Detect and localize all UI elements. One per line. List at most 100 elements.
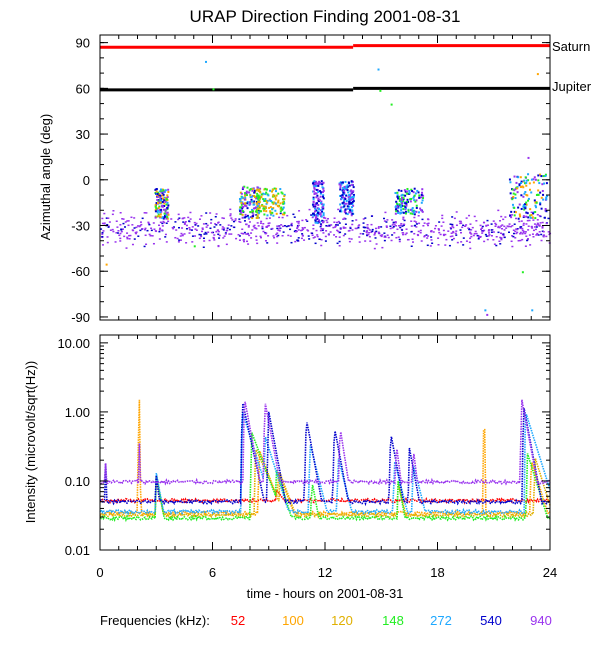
burst-point — [350, 189, 353, 192]
azimuth-point — [101, 244, 104, 246]
burst-point — [246, 214, 249, 217]
azimuth-point — [404, 233, 407, 236]
azimuth-point — [318, 238, 321, 240]
azimuth-point — [251, 229, 254, 231]
outlier-point — [484, 309, 487, 312]
azimuth-point — [200, 235, 203, 238]
burst-point — [409, 198, 412, 201]
burst-point — [346, 189, 349, 192]
burst-point — [412, 191, 415, 194]
azimuth-point — [230, 225, 233, 227]
azimuth-point — [155, 230, 158, 233]
bottom-panel-frame — [99, 334, 551, 551]
burst-point — [405, 190, 408, 193]
burst-point — [246, 207, 249, 210]
azimuth-point — [490, 223, 493, 225]
azimuth-point — [245, 215, 248, 218]
azimuth-point — [487, 232, 490, 234]
burst-point — [275, 187, 278, 190]
burst-point — [253, 200, 256, 203]
burst-point — [511, 198, 514, 201]
burst-point — [244, 192, 247, 195]
azimuth-point — [508, 231, 511, 234]
azimuth-point — [215, 230, 218, 233]
azimuth-point — [144, 227, 147, 230]
burst-point — [340, 206, 343, 209]
azimuth-point — [502, 234, 505, 237]
burst-point — [513, 214, 516, 217]
azimuth-point — [278, 230, 281, 232]
azimuth-point — [217, 229, 220, 231]
azimuth-point — [493, 243, 496, 245]
burst-point — [407, 200, 410, 203]
azimuth-point — [161, 225, 164, 227]
azimuth-point — [335, 224, 338, 226]
azimuth-point — [106, 223, 109, 226]
burst-point — [166, 211, 169, 214]
series-100-khz — [99, 399, 551, 518]
burst-point — [322, 189, 325, 192]
burst-point — [271, 188, 274, 191]
burst-point — [240, 201, 243, 204]
azimuth-point — [358, 236, 361, 238]
outlier-point — [105, 263, 108, 266]
burst-point — [343, 199, 346, 202]
azimuth-point — [479, 236, 482, 239]
burst-point — [279, 207, 282, 210]
burst-point — [251, 195, 254, 198]
burst-point — [525, 184, 528, 187]
burst-point — [159, 188, 162, 191]
burst-point — [396, 194, 399, 197]
azimuth-point — [146, 229, 149, 232]
azimuth-point — [297, 237, 300, 239]
burst-point — [163, 212, 166, 215]
burst-point — [422, 194, 425, 197]
burst-point — [160, 208, 163, 211]
azimuth-point — [224, 232, 227, 234]
azimuth-point — [413, 216, 416, 219]
azimuth-point — [410, 220, 413, 222]
azimuth-point — [188, 220, 191, 222]
burst-point — [318, 180, 321, 183]
burst-point — [239, 191, 242, 194]
azimuth-point — [437, 237, 440, 239]
azimuth-point — [473, 215, 476, 218]
azimuth-point — [135, 232, 138, 235]
burst-point — [525, 201, 528, 204]
burst-point — [401, 211, 404, 214]
azimuth-point — [465, 217, 468, 219]
azimuth-point — [500, 225, 503, 227]
azimuth-point — [262, 223, 265, 225]
burst-point — [524, 205, 527, 208]
burst-point — [155, 201, 158, 204]
azimuth-point — [119, 224, 122, 226]
azimuth-point — [296, 220, 299, 223]
azimuth-point — [449, 227, 452, 230]
burst-point — [339, 210, 342, 213]
burst-point — [246, 200, 249, 203]
azimuth-point — [333, 217, 336, 219]
azimuth-point — [200, 230, 203, 233]
azimuth-point — [444, 233, 447, 236]
burst-point — [273, 201, 276, 204]
burst-point — [272, 194, 275, 197]
azimuth-point — [344, 223, 347, 225]
burst-point — [271, 208, 274, 211]
burst-point — [403, 205, 406, 208]
azimuth-point — [334, 226, 337, 228]
azimuth-point — [128, 234, 131, 237]
burst-point — [158, 208, 161, 211]
burst-point — [319, 192, 322, 195]
burst-point — [410, 188, 413, 191]
burst-point — [532, 212, 535, 215]
azimuth-point — [316, 234, 319, 236]
azimuth-point — [145, 212, 148, 214]
azimuth-point — [444, 244, 447, 246]
burst-point — [545, 196, 548, 199]
azimuth-point — [419, 229, 422, 232]
burst-point — [248, 203, 251, 206]
azimuth-point — [365, 231, 368, 233]
burst-point — [258, 199, 261, 202]
burst-point — [338, 183, 341, 186]
azimuth-point — [182, 221, 185, 223]
